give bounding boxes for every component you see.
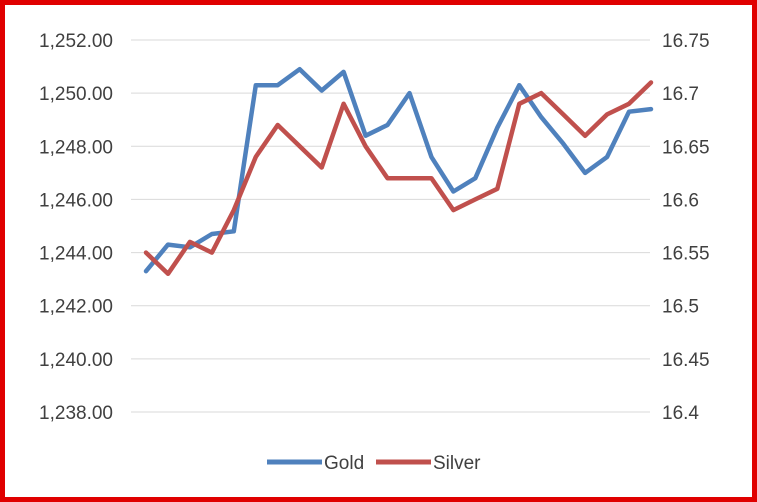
left-tick-label: 1,250.00 <box>39 84 113 105</box>
legend: Gold Silver <box>267 453 481 474</box>
right-tick-label: 16.4 <box>662 403 699 424</box>
series-line-silver <box>143 80 654 277</box>
line-chart: 1,238.00 1,240.00 1,242.00 1,244.00 1,246.00… <box>39 31 710 474</box>
right-y-axis: 16.4 16.45 16.5 16.55 16.6 16.65 16.7 16.75 <box>662 31 710 424</box>
right-tick-label: 16.55 <box>662 244 710 265</box>
series-line-gold <box>143 66 654 274</box>
right-tick-label: 16.7 <box>662 84 699 105</box>
right-tick-label: 16.6 <box>662 190 699 211</box>
left-y-axis: 1,238.00 1,240.00 1,242.00 1,244.00 1,246.00… <box>39 31 113 424</box>
gridlines <box>131 39 650 413</box>
right-tick-label: 16.5 <box>662 297 699 318</box>
right-tick-label: 16.75 <box>662 31 710 52</box>
left-tick-label: 1,242.00 <box>39 297 113 318</box>
right-tick-label: 16.45 <box>662 350 710 371</box>
left-tick-label: 1,246.00 <box>39 190 113 211</box>
right-tick-label: 16.65 <box>662 137 710 158</box>
legend-label-silver: Silver <box>433 453 481 474</box>
left-tick-label: 1,252.00 <box>39 31 113 52</box>
left-tick-label: 1,248.00 <box>39 137 113 158</box>
left-tick-label: 1,238.00 <box>39 403 113 424</box>
legend-label-gold: Gold <box>324 453 364 474</box>
left-tick-label: 1,240.00 <box>39 350 113 371</box>
left-tick-label: 1,244.00 <box>39 244 113 265</box>
series-lines <box>143 66 654 277</box>
